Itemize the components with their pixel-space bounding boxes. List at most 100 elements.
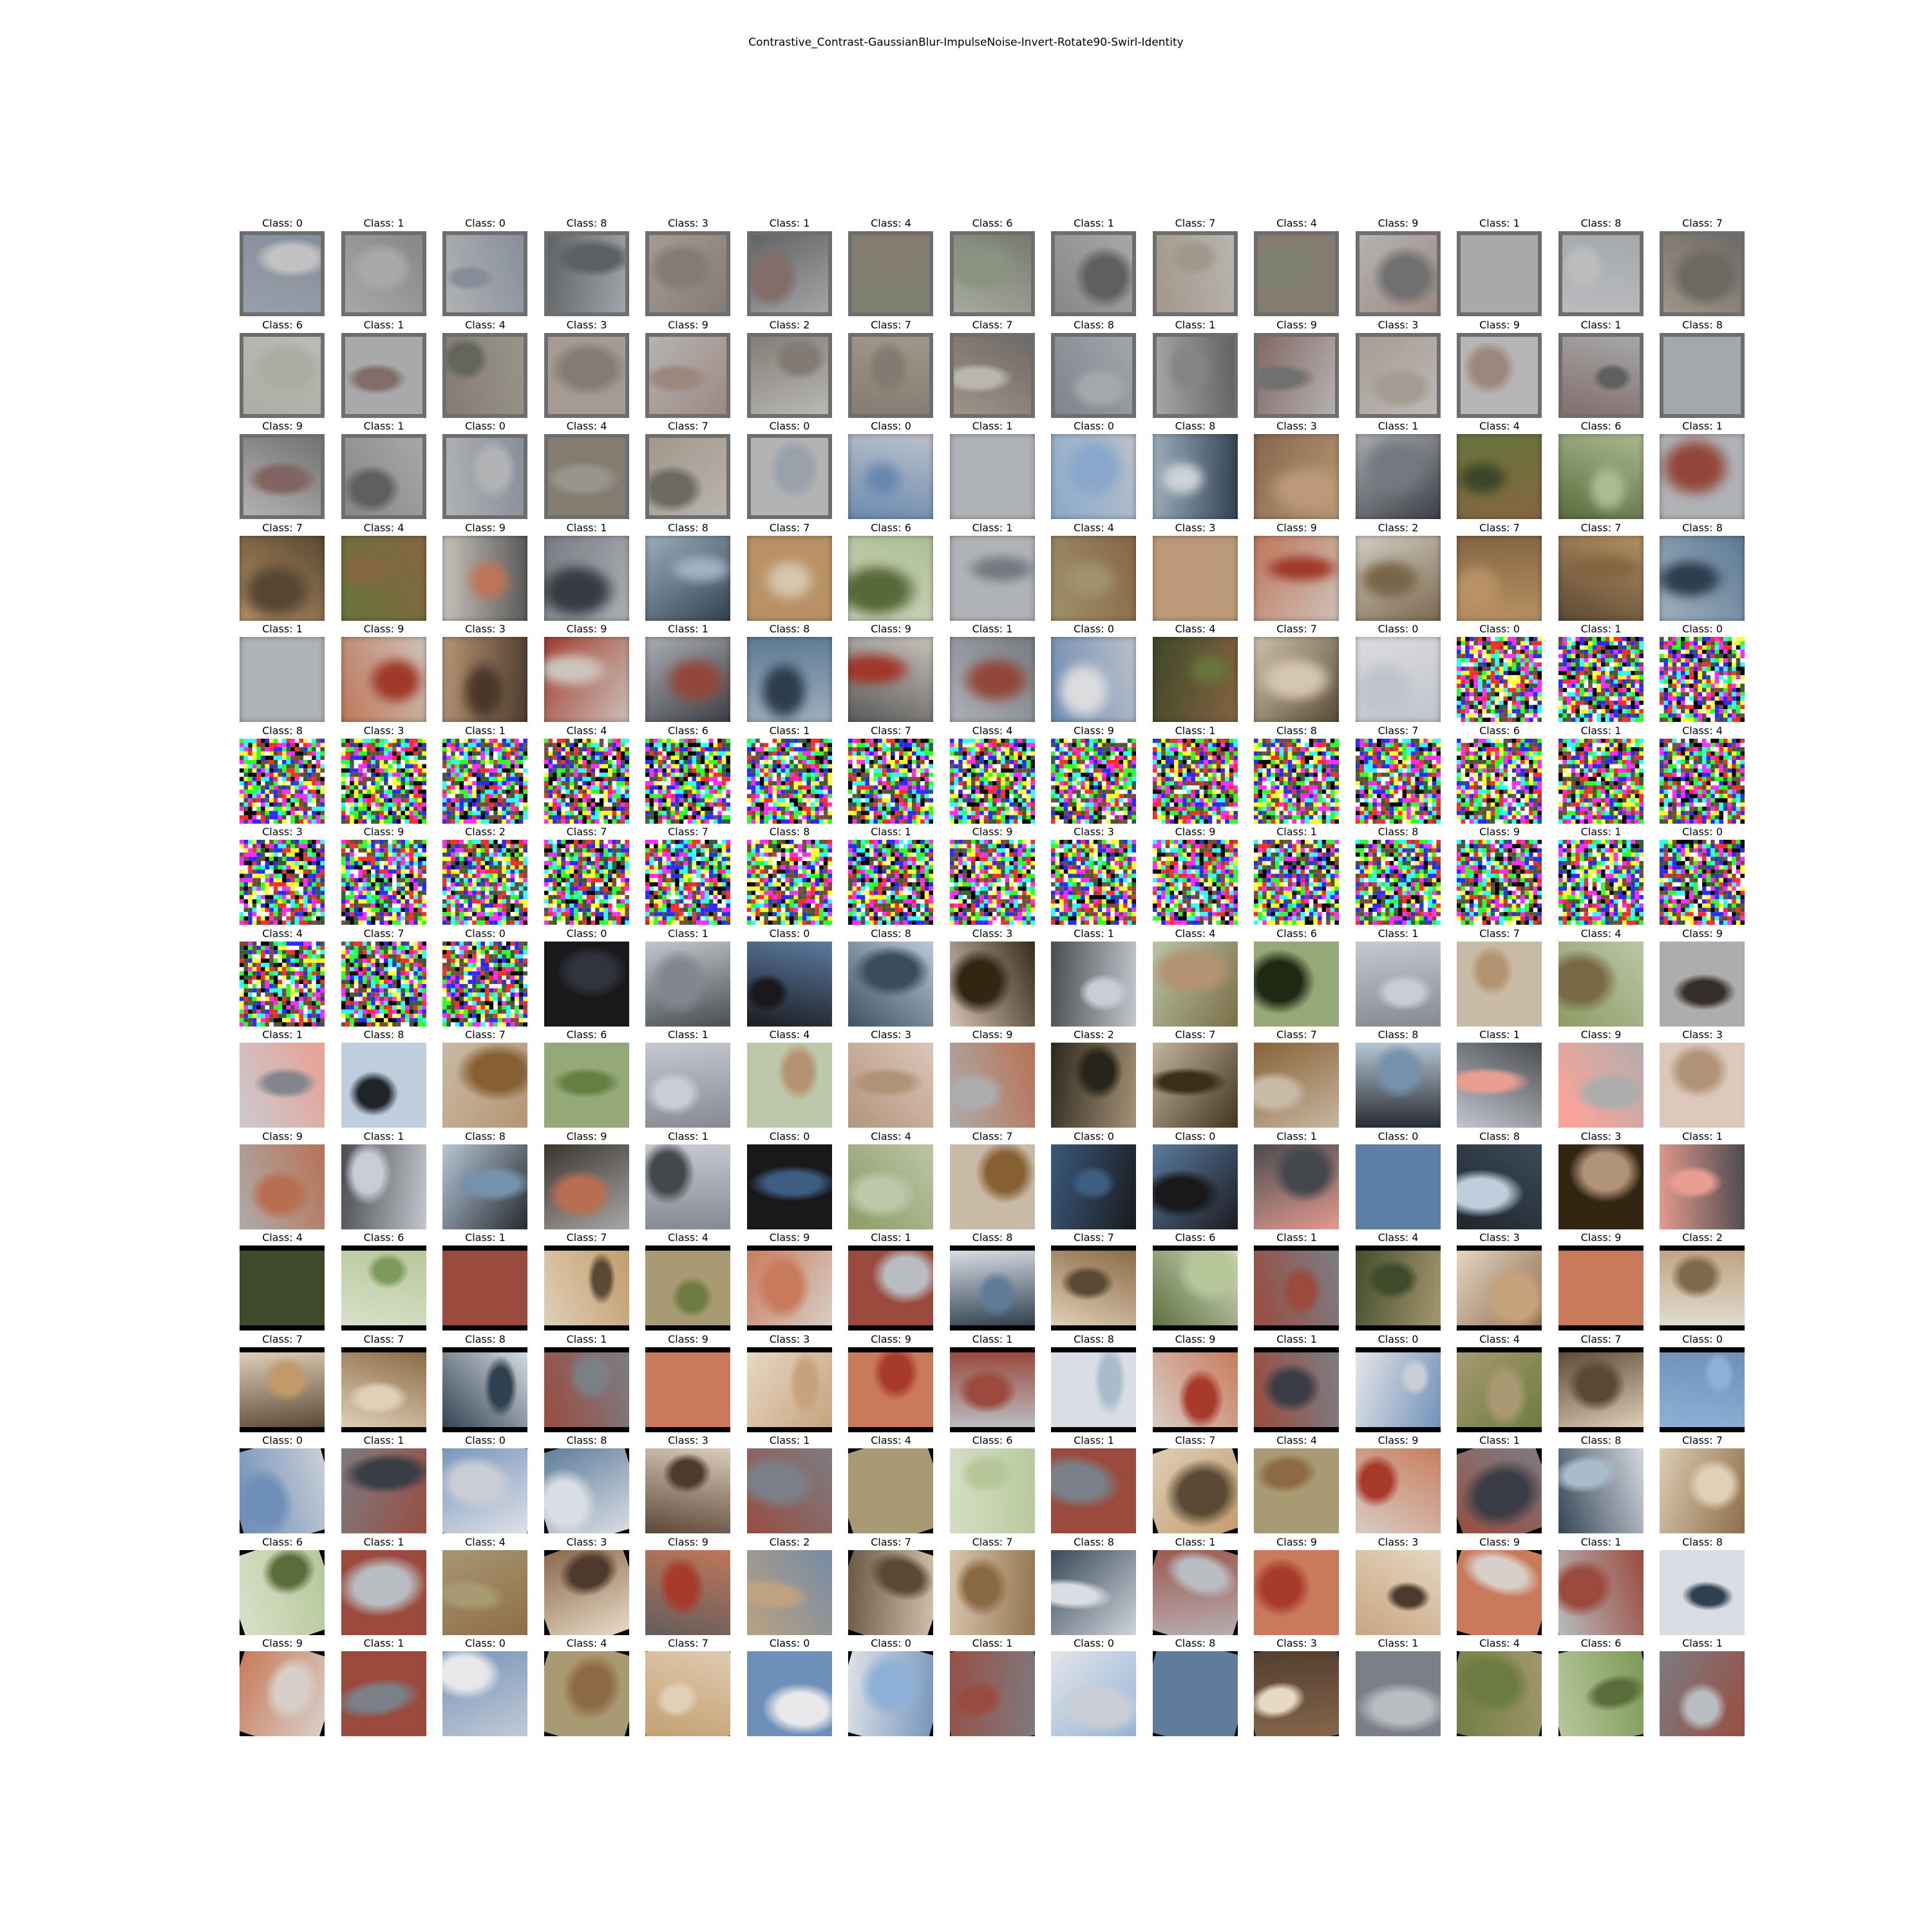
- grid-cell: Class: 1: [1551, 826, 1652, 927]
- class-label: Class: 1: [363, 217, 404, 229]
- class-label: Class: 4: [465, 318, 506, 331]
- figure-title: Contrastive_Contrast-GaussianBlur-Impuls…: [748, 36, 1184, 49]
- class-label: Class: 1: [1276, 826, 1317, 838]
- grid-cell: Class: 1: [334, 1536, 435, 1637]
- grid-cell: Class: 4: [536, 724, 638, 826]
- class-label: Class: 4: [1276, 1434, 1317, 1446]
- grid-cell: Class: 0: [435, 420, 536, 521]
- grid-cell: Class: 7: [638, 420, 739, 521]
- class-label: Class: 0: [1479, 623, 1520, 635]
- grid-cell: Class: 1: [1043, 1434, 1144, 1535]
- sample-image: [848, 1347, 933, 1432]
- sample-image: [1457, 738, 1542, 824]
- grid-cell: Class: 7: [536, 826, 638, 927]
- sample-image: [341, 637, 426, 722]
- class-label: Class: 6: [668, 724, 708, 737]
- grid-cell: Class: 1: [638, 1130, 739, 1231]
- grid-cell: Class: 1: [1246, 826, 1347, 927]
- sample-image: [1051, 738, 1136, 824]
- class-label: Class: 7: [1479, 927, 1520, 940]
- grid-cell: Class: 7: [1043, 1231, 1144, 1332]
- class-label: Class: 1: [1479, 1434, 1520, 1446]
- grid-cell: Class: 0: [1449, 623, 1550, 724]
- sample-image: [341, 1549, 426, 1635]
- grid-cell: Class: 0: [536, 927, 638, 1028]
- class-label: Class: 9: [668, 318, 708, 331]
- class-label: Class: 9: [1074, 724, 1114, 737]
- sample-image: [1660, 1245, 1745, 1331]
- class-label: Class: 3: [668, 217, 708, 229]
- sample-image: [544, 840, 629, 925]
- grid-cell: Class: 9: [840, 1333, 942, 1434]
- sample-image: [1051, 1245, 1136, 1331]
- grid-cell: Class: 0: [1652, 623, 1753, 724]
- grid-cell: Class: 1: [942, 1637, 1043, 1738]
- class-label: Class: 7: [1479, 521, 1520, 534]
- sample-image: [1355, 1043, 1441, 1128]
- grid-cell: Class: 9: [435, 522, 536, 623]
- class-label: Class: 6: [972, 1434, 1013, 1446]
- sample-image: [1254, 535, 1339, 621]
- class-label: Class: 6: [871, 521, 911, 534]
- grid-cell: Class: 4: [1348, 1231, 1449, 1332]
- class-label: Class: 4: [972, 724, 1013, 737]
- grid-cell: Class: 8: [1043, 1333, 1144, 1434]
- sample-image: [1051, 1144, 1136, 1229]
- grid-cell: Class: 8: [536, 217, 638, 318]
- grid-cell: Class: 9: [536, 623, 638, 724]
- grid-cell: Class: 1: [739, 217, 840, 318]
- grid-cell: Class: 9: [840, 623, 942, 724]
- sample-image: [240, 738, 325, 824]
- sample-image: [949, 1651, 1035, 1736]
- grid-cell: Class: 3: [1246, 1637, 1347, 1738]
- grid-cell: Class: 1: [536, 1333, 638, 1434]
- class-label: Class: 8: [1378, 826, 1419, 838]
- grid-cell: Class: 1: [1652, 1130, 1753, 1231]
- sample-image: [240, 1448, 325, 1533]
- sample-image: [949, 1245, 1035, 1331]
- sample-image: [1254, 738, 1339, 824]
- sample-image: [1254, 1347, 1339, 1432]
- grid-cell: Class: 7: [840, 724, 942, 826]
- class-label: Class: 7: [668, 420, 708, 432]
- class-label: Class: 1: [1276, 1130, 1317, 1142]
- sample-image: [240, 535, 325, 621]
- grid-cell: Class: 4: [942, 724, 1043, 826]
- sample-image: [746, 1245, 832, 1331]
- class-label: Class: 7: [363, 1332, 404, 1345]
- sample-image: [1254, 1245, 1339, 1331]
- sample-image: [544, 231, 629, 316]
- sample-image: [1355, 332, 1441, 418]
- grid-cell: Class: 7: [638, 826, 739, 927]
- class-label: Class: 7: [1682, 1434, 1723, 1446]
- sample-image: [240, 1549, 325, 1635]
- grid-cell: Class: 7: [1246, 623, 1347, 724]
- grid-cell: Class: 4: [1449, 1637, 1550, 1738]
- sample-image: [1457, 637, 1542, 722]
- class-label: Class: 1: [1580, 724, 1622, 737]
- grid-cell: Class: 3: [1348, 319, 1449, 420]
- grid-cell: Class: 1: [435, 724, 536, 826]
- sample-image: [848, 434, 933, 519]
- sample-image: [949, 535, 1035, 621]
- grid-cell: Class: 7: [232, 522, 333, 623]
- sample-image: [1660, 434, 1745, 519]
- class-label: Class: 0: [465, 927, 506, 940]
- grid-cell: Class: 4: [739, 1028, 840, 1130]
- grid-cell: Class: 1: [536, 522, 638, 623]
- grid-cell: Class: 9: [1551, 1028, 1652, 1130]
- grid-cell: Class: 9: [1348, 217, 1449, 318]
- sample-image: [1660, 840, 1745, 925]
- class-label: Class: 3: [566, 318, 607, 331]
- sample-image: [544, 941, 629, 1027]
- sample-image: [341, 434, 426, 519]
- sample-image: [544, 1651, 629, 1736]
- sample-image: [341, 738, 426, 824]
- sample-image: [1152, 1448, 1238, 1533]
- class-label: Class: 8: [1479, 1130, 1520, 1142]
- class-label: Class: 7: [769, 521, 810, 534]
- sample-image: [1558, 637, 1643, 722]
- grid-cell: Class: 3: [1551, 1130, 1652, 1231]
- sample-image: [1457, 231, 1542, 316]
- class-label: Class: 3: [769, 1332, 810, 1345]
